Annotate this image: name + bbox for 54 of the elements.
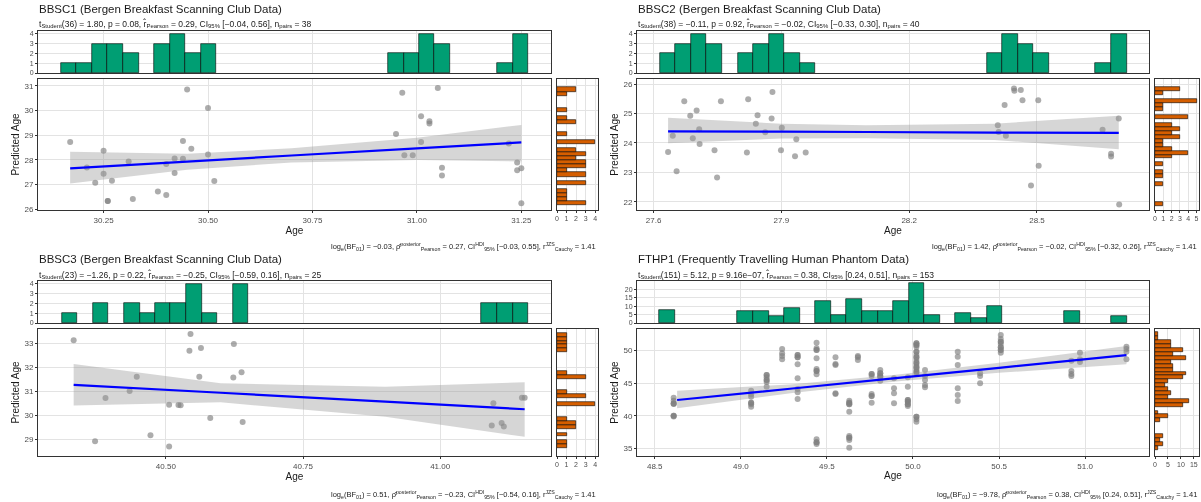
- y-tick-label: 26: [24, 205, 34, 215]
- chart-title: FTHP1 (Frequently Travelling Human Phantom Data): [638, 253, 910, 265]
- x-tick-label: 30.25: [93, 215, 115, 225]
- y-tick-label: 29: [24, 131, 34, 141]
- y-axis-title: Predicted Age: [609, 112, 621, 176]
- text: t$_{Student}$(23) = −1.26, p = 0.22, r̂$_{Pearson}$ = −0.25, CI$_{95%}$ [−0.59, 0.16], n$_{pairs}$ = 25: [39, 269, 322, 281]
- y-tick-label: 24: [623, 138, 633, 148]
- y-tick-label: 31: [24, 81, 34, 91]
- y-tick-label: 30: [24, 411, 34, 421]
- chart-title: BBSC1 (Bergen Breakfast Scanning Club Data): [39, 3, 283, 15]
- x-tick-label: 31.00: [406, 215, 428, 225]
- x-tick-label: 51.0: [1077, 461, 1094, 471]
- y-tick-label: 29: [24, 435, 34, 445]
- y-axis-title: Predicted Age: [609, 360, 621, 424]
- x-axis-title: Age: [285, 470, 304, 482]
- x-axis-title: Age: [884, 470, 903, 482]
- y-axis-title: Predicted Age: [10, 360, 22, 424]
- text: t$_{Student}$(36) = 1.80, p = 0.08, r̂$_{Pearson}$ = 0.29, CI$_{95%}$ [−0.04, 0.56], n$_{pairs}$ = 38: [39, 18, 312, 30]
- y-tick-label: 40: [623, 411, 633, 421]
- x-tick-label: 27.6: [645, 215, 662, 225]
- x-tick-label: 49.5: [819, 461, 836, 471]
- y-tick-label: 22: [623, 197, 633, 207]
- chart-title: BBSC3 (Bergen Breakfast Scanning Club Data): [39, 253, 283, 265]
- x-tick-label: 40.50: [155, 461, 177, 471]
- x-axis-title: Age: [285, 224, 304, 236]
- x-tick-label: 27.9: [773, 215, 790, 225]
- x-tick-label: 50.5: [991, 461, 1008, 471]
- x-tick-label: 48.5: [646, 461, 664, 471]
- x-tick-label: 41.00: [430, 461, 451, 471]
- y-tick-label: 31: [24, 387, 34, 397]
- x-tick-label: 28.5: [1029, 215, 1046, 225]
- y-tick-label: 33: [24, 339, 34, 349]
- text: t$_{Student}$(38) = −0.11, p = 0.92, r̂$_{Pearson}$ = −0.02, CI$_{95%}$ [−0.33, 0.30], n$_{pairs}$ = 40: [638, 18, 920, 30]
- x-tick-label: 28.2: [901, 215, 918, 225]
- y-tick-label: 45: [623, 379, 633, 389]
- y-tick-label: 35: [623, 444, 633, 454]
- x-tick-label: 50.0: [905, 461, 922, 471]
- y-tick-label: 23: [623, 168, 633, 178]
- y-tick-label: 28: [24, 155, 34, 165]
- y-tick-label: 26: [623, 79, 633, 89]
- x-tick-label: 30.50: [198, 215, 219, 225]
- text: t$_{Student}$(151) = 5.12, p = 9.16e−07, r̂$_{Pearson}$ = 0.38, CI$_{95%}$ [0.24, 0.51], n$_{pairs}$ = 153: [638, 269, 934, 281]
- x-tick-label: 31.25: [511, 215, 532, 225]
- y-axis-title: Predicted Age: [10, 112, 22, 176]
- y-tick-label: 50: [623, 346, 633, 356]
- x-tick-label: 40.75: [292, 461, 314, 471]
- y-tick-label: 30: [24, 106, 34, 116]
- x-tick-label: 30.75: [302, 215, 324, 225]
- y-tick-label: 32: [24, 363, 34, 373]
- x-axis-title: Age: [884, 224, 903, 236]
- x-tick-label: 49.0: [733, 461, 750, 471]
- y-tick-label: 27: [24, 180, 34, 190]
- chart-title: BBSC2 (Bergen Breakfast Scanning Club Data): [638, 3, 882, 15]
- y-tick-label: 25: [623, 109, 633, 119]
